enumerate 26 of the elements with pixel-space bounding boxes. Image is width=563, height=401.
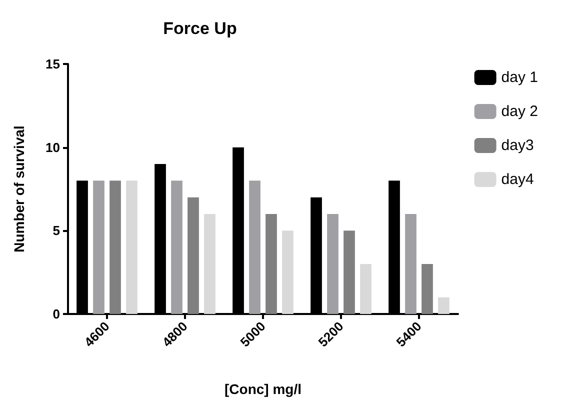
bar [282,230,294,314]
bar [360,264,372,314]
bar [204,214,216,314]
bar [422,264,433,314]
y-tick-label: 15 [46,56,60,72]
y-tick-label: 10 [46,140,60,155]
bar [266,214,277,314]
legend-label: day 2 [501,103,538,120]
y-tick-label: 5 [52,223,60,238]
legend-label: day4 [501,171,534,188]
bar [438,297,450,314]
bar [93,180,104,314]
legend-label: day3 [501,137,534,154]
chart-title: Force Up [163,19,237,38]
bar [344,230,355,314]
y-axis-title: Number of survival [11,126,27,252]
bar [126,180,138,314]
bar [327,214,338,314]
bar [171,180,182,314]
bar [188,197,199,314]
bar [405,214,416,314]
x-axis-title: [Conc] mg/l [224,381,302,397]
bar [110,180,121,314]
legend-label: day 1 [501,69,538,86]
y-tick-label: 0 [52,306,60,322]
bar [249,180,260,314]
